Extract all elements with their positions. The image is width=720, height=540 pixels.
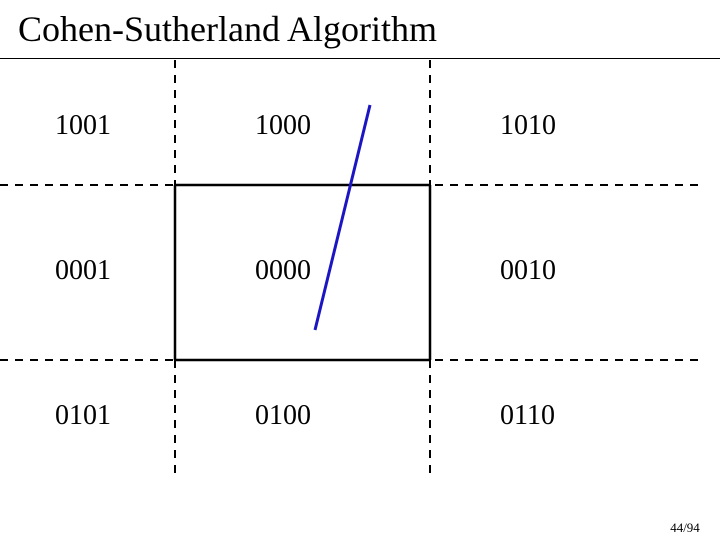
region-0001: 0001: [55, 255, 111, 287]
region-0101: 0101: [55, 400, 111, 432]
region-0010: 0010: [500, 255, 556, 287]
region-0000: 0000: [255, 255, 311, 287]
page-number: 44/94: [670, 520, 700, 536]
sample-line: [315, 105, 370, 330]
region-0100: 0100: [255, 400, 311, 432]
region-1000: 1000: [255, 110, 311, 142]
region-1001: 1001: [55, 110, 111, 142]
region-0110: 0110: [500, 400, 555, 432]
region-1010: 1010: [500, 110, 556, 142]
